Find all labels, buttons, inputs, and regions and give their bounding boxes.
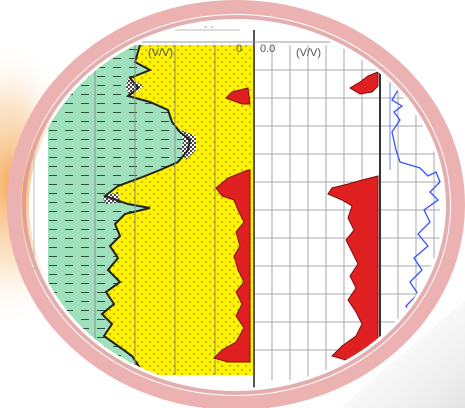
lens-inner-rim [22, 15, 450, 395]
left-track-scale-end: 0 [236, 43, 242, 55]
right-red-curve [327, 71, 379, 361]
right-track-header: (V/V) [296, 47, 321, 59]
gamma-curve [100, 44, 192, 369]
shale-fill [48, 45, 190, 375]
gray-corner [340, 300, 465, 408]
blue-curve [383, 59, 441, 367]
right-track-scale-start: 0.0 [260, 43, 275, 55]
left-track-header: (V/V) [148, 47, 173, 59]
lens-outer-rim [7, 0, 465, 408]
top-fragment: - - [204, 22, 213, 33]
left-track-grid [94, 45, 216, 375]
left-red-curve [213, 87, 251, 363]
